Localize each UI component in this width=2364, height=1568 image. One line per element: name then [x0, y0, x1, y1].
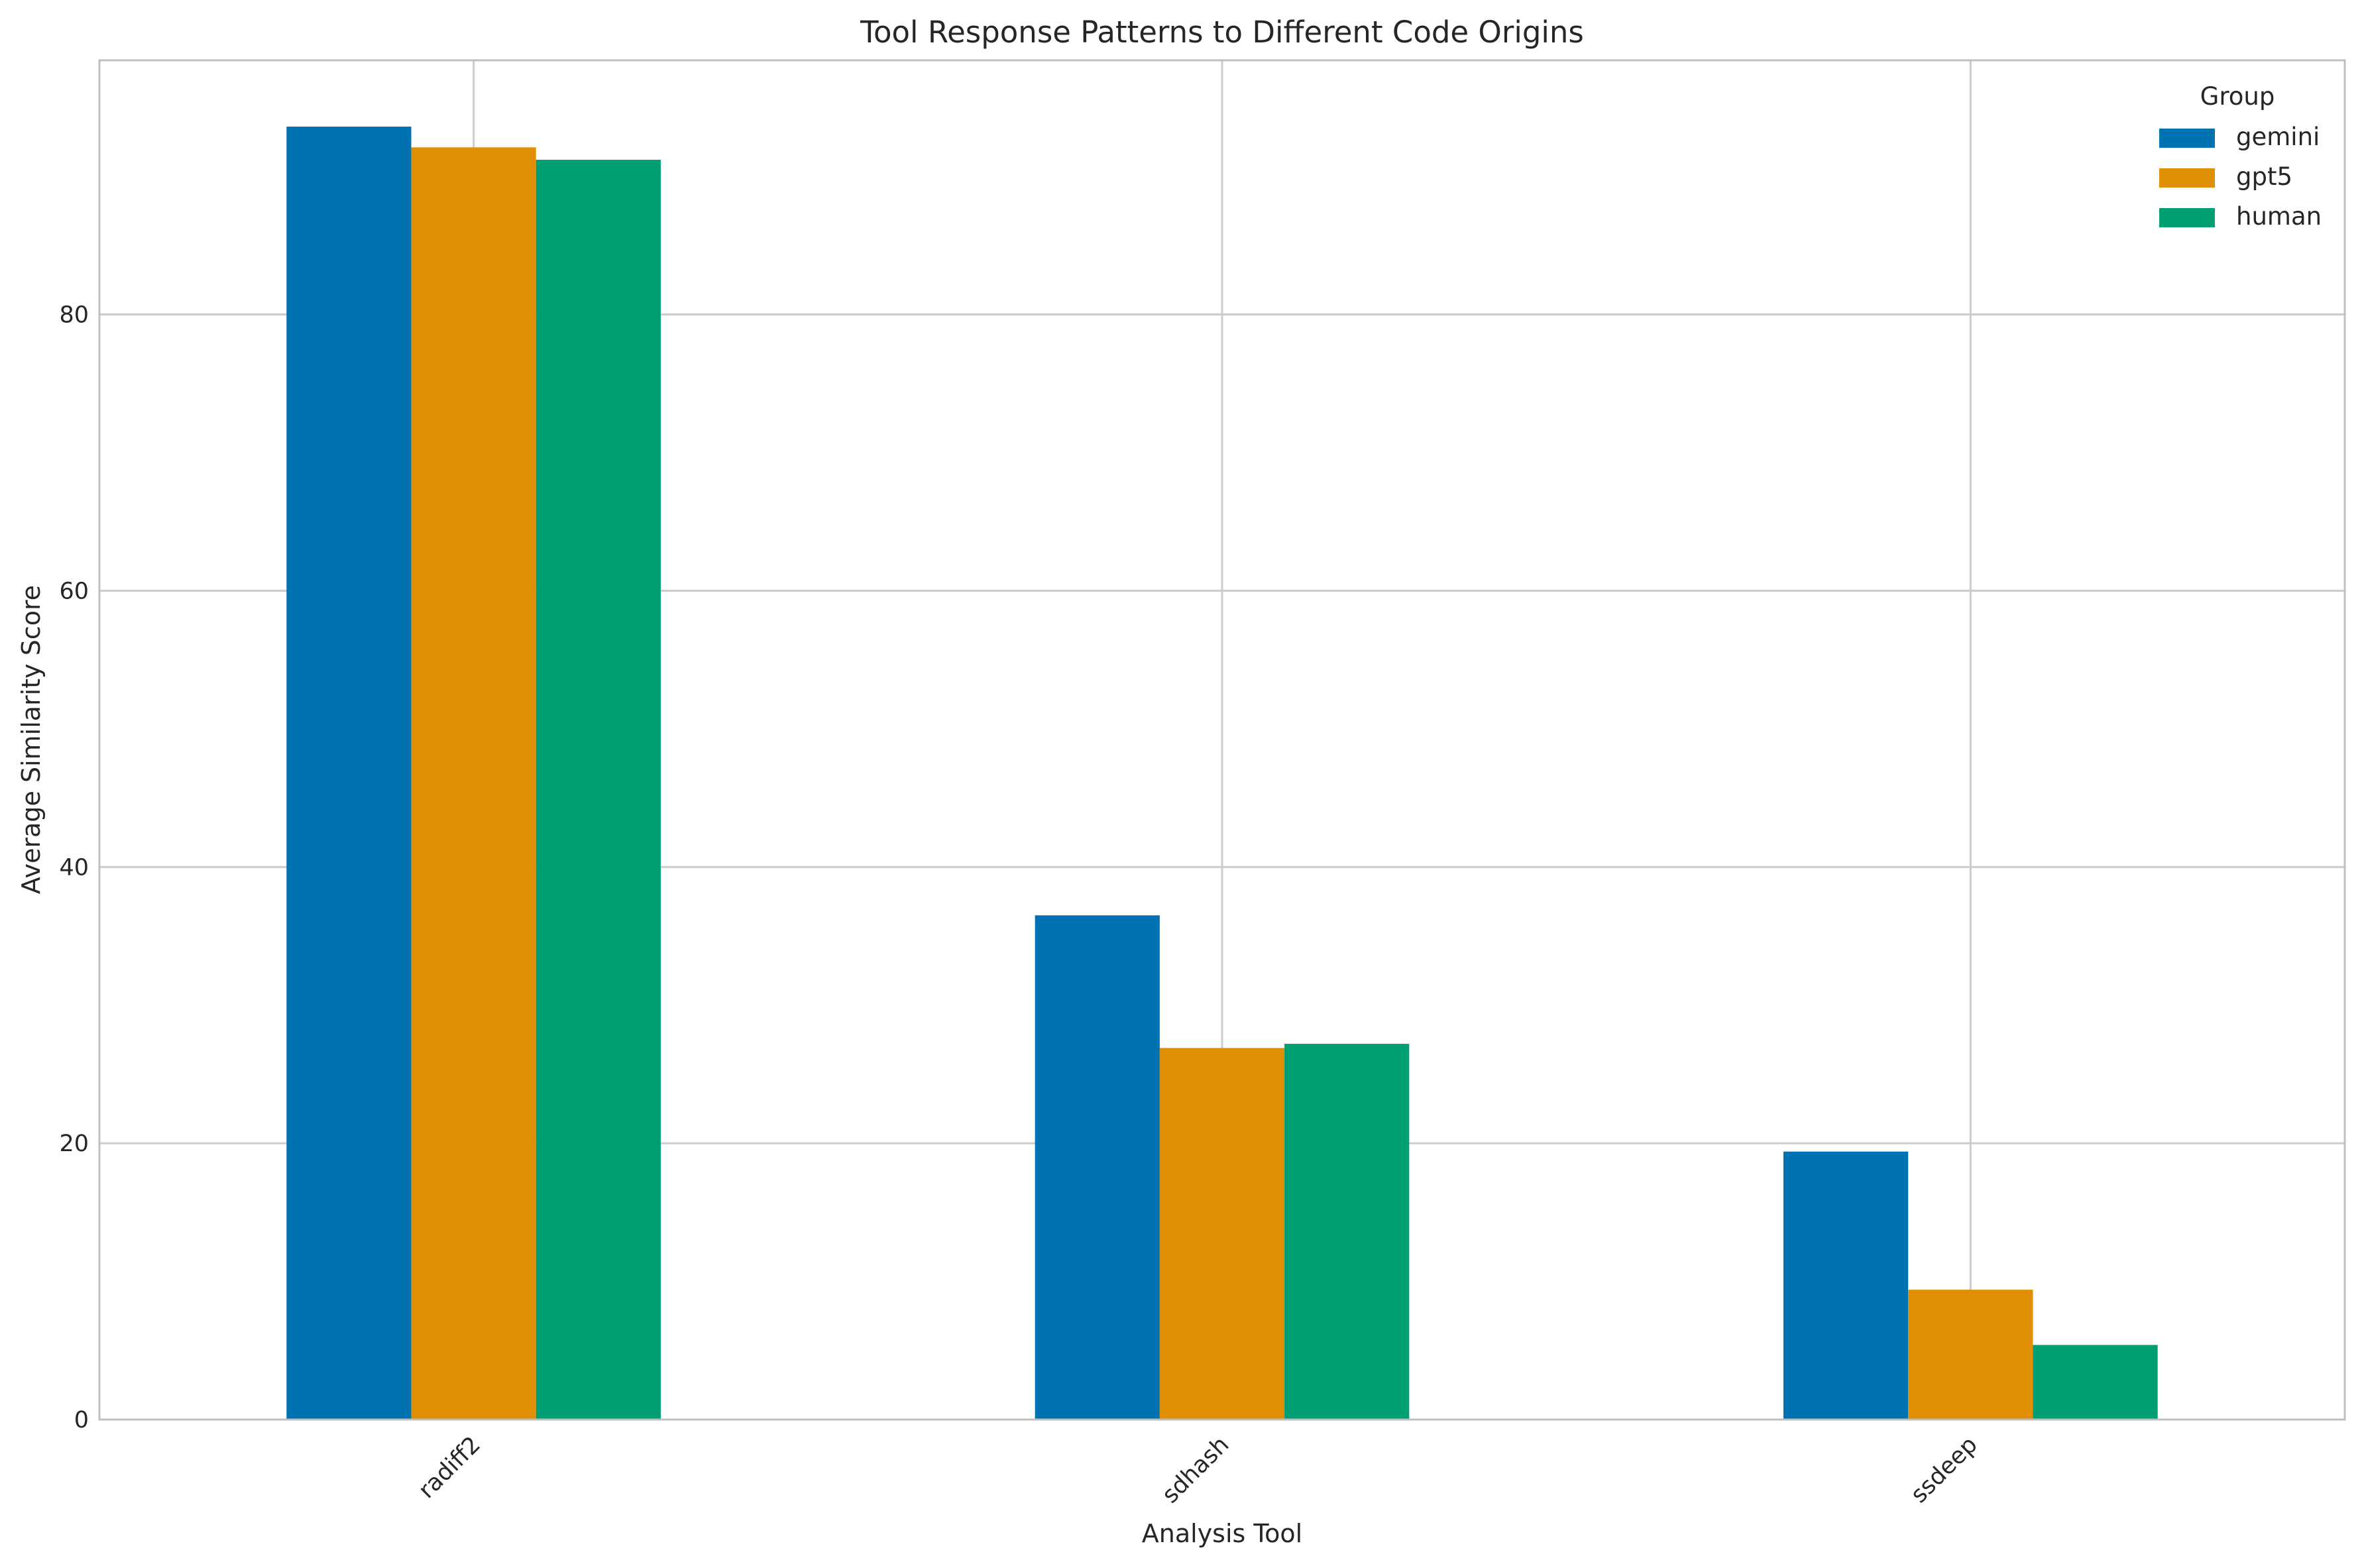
plot-frame	[98, 59, 2346, 1421]
bar-human-ssdeep	[2033, 1345, 2158, 1420]
bar-gpt5-ssdeep	[1908, 1290, 2033, 1420]
bar-gpt5-radiff2	[411, 147, 536, 1420]
bar-gemini-radiff2	[286, 127, 412, 1420]
y-tick-label: 20	[59, 1131, 89, 1157]
legend-label-human: human	[2236, 202, 2322, 231]
y-tick-label: 0	[74, 1407, 89, 1433]
legend-swatch-gemini	[2159, 129, 2215, 148]
x-tick-label: sdhash	[1157, 1431, 1234, 1508]
y-axis-ticks: 0 20 40 60 80	[59, 302, 89, 1433]
bar-gpt5-sdhash	[1159, 1048, 1285, 1420]
legend-label-gemini: gemini	[2236, 123, 2320, 151]
legend-title: Group	[2200, 82, 2275, 111]
legend-label-gpt5: gpt5	[2236, 162, 2292, 191]
y-axis-title: Average Similarity Score	[17, 585, 46, 894]
legend: Group gemini gpt5 human	[2159, 82, 2322, 231]
legend-swatch-gpt5	[2159, 168, 2215, 188]
bar-human-sdhash	[1284, 1044, 1410, 1420]
y-tick-label: 40	[59, 854, 89, 881]
y-tick-label: 60	[59, 578, 89, 604]
chart-title: Tool Response Patterns to Different Code…	[860, 15, 1584, 50]
bar-gemini-sdhash	[1035, 915, 1160, 1420]
x-tick-label: radiff2	[414, 1431, 486, 1504]
bar-gemini-ssdeep	[1783, 1151, 1909, 1420]
legend-swatch-human	[2159, 208, 2215, 227]
x-tick-label: ssdeep	[1906, 1431, 1983, 1508]
x-axis-ticks: radiff2 sdhash ssdeep	[414, 1431, 1983, 1508]
x-axis-title: Analysis Tool	[1142, 1519, 1302, 1548]
y-tick-label: 80	[59, 302, 89, 329]
bar-human-radiff2	[535, 160, 661, 1420]
bars	[286, 127, 2158, 1420]
